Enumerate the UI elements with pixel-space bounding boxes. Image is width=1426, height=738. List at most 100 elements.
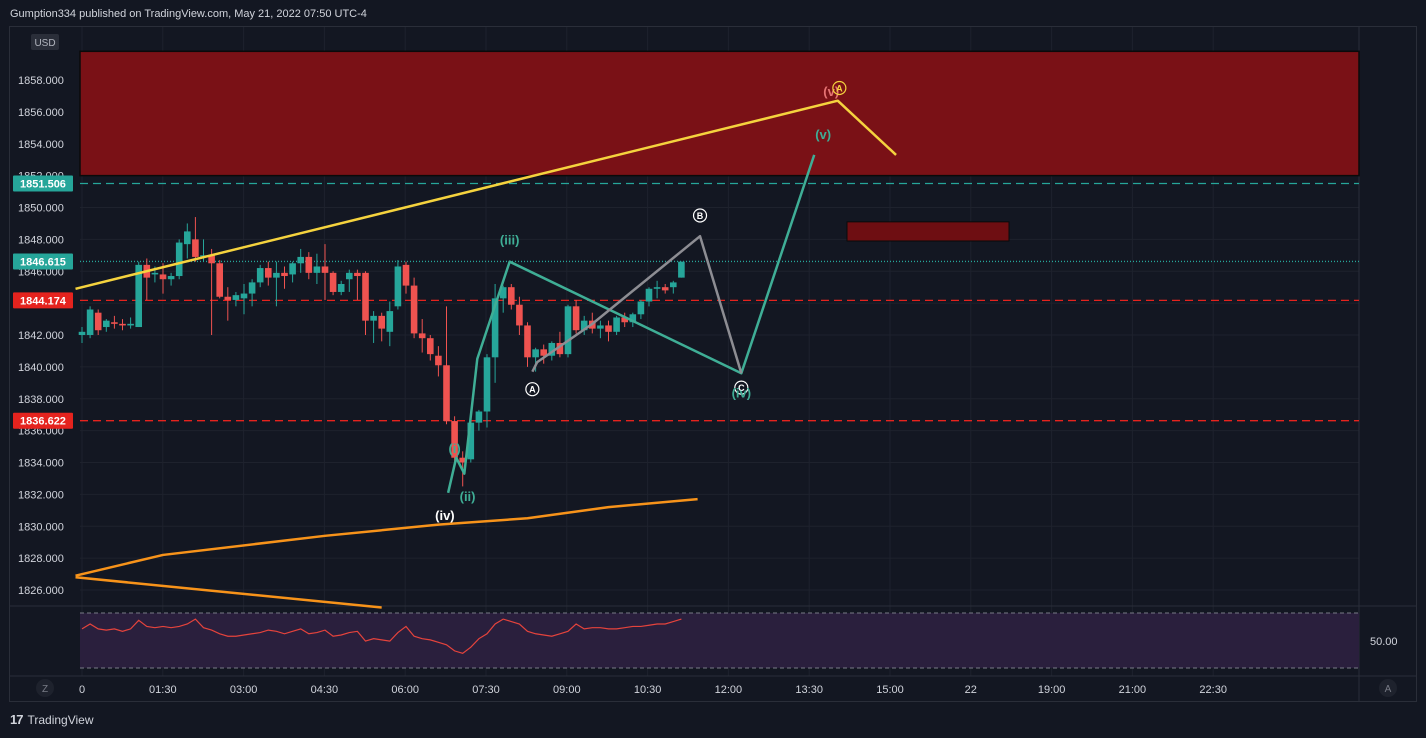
candle-body [94, 312, 102, 331]
candle-body [240, 293, 248, 299]
candle-body [580, 320, 588, 331]
tradingview-mark-icon: 17 [10, 712, 24, 727]
candle-body [394, 266, 402, 307]
auto-scale-button[interactable]: A [1385, 684, 1392, 695]
candle-body [629, 314, 637, 323]
candle-body [564, 306, 572, 355]
candle-body [354, 272, 361, 277]
candle-body [111, 322, 118, 324]
candle-body [86, 309, 94, 335]
candle-body [516, 304, 523, 326]
candle-body [443, 365, 450, 422]
price-badge [13, 175, 73, 192]
trend-line [75, 576, 382, 609]
candle-body [459, 457, 466, 463]
chart-frame [9, 26, 1417, 702]
candle-body [378, 315, 385, 329]
price-badge-label: 1846.615 [20, 256, 66, 268]
candle-body [305, 256, 313, 273]
candle-body [289, 263, 296, 275]
time-tick-label: 0 [79, 684, 85, 696]
footer [0, 704, 1426, 738]
candle-body [103, 320, 110, 328]
candle-body [653, 287, 661, 289]
wave-label-circle [525, 382, 540, 397]
candle-body [329, 272, 337, 292]
candle-body [362, 272, 369, 321]
rsi-level-label: 50.00 [1370, 636, 1398, 648]
candle-body [184, 231, 191, 245]
candle-body [216, 263, 223, 297]
candle-body [313, 266, 321, 273]
price-tick-label: 1828.000 [18, 553, 64, 565]
candle-body [605, 325, 612, 332]
rsi-line [81, 618, 682, 654]
price-tick-label: 1854.000 [18, 139, 64, 151]
candle-body [402, 264, 410, 286]
candle-body [532, 349, 539, 358]
candle-body [273, 272, 280, 278]
rsi-panel: 50.00 [80, 612, 1398, 669]
price-badge [13, 412, 73, 429]
auto-scale-button-bg[interactable] [1379, 679, 1397, 697]
time-tick-label: 03:00 [230, 684, 258, 696]
candle-body [613, 317, 620, 332]
price-tick-label: 1832.000 [18, 489, 64, 501]
currency-badge-bg[interactable] [31, 34, 59, 50]
candle-body [678, 261, 685, 278]
time-tick-label: 07:30 [472, 684, 500, 696]
candle-body [248, 282, 256, 294]
candle-body [467, 422, 475, 460]
trend-line [446, 154, 816, 494]
candle-body [540, 349, 547, 356]
tradingview-logo-text: TradingView [27, 712, 94, 727]
price-tick-label: 1856.000 [18, 107, 64, 119]
z-button[interactable]: Z [42, 684, 48, 695]
zones [79, 50, 1360, 242]
publisher-header: Gumption334 published on TradingView.com… [0, 0, 1426, 26]
candle-body [427, 338, 434, 355]
wave-label: (iii) [500, 232, 520, 247]
wave-label: (iv) [732, 385, 752, 400]
time-tick-label: 12:00 [715, 684, 743, 696]
candle-body [548, 342, 556, 356]
price-tick-label: 1842.000 [18, 330, 64, 342]
trend-line [531, 234, 743, 374]
target-zone-b [846, 221, 1010, 242]
wave-label: A [529, 385, 536, 395]
price-axis[interactable]: 1858.0001856.0001854.0001852.0001850.000… [18, 75, 64, 597]
time-tick-label: 22 [965, 684, 977, 696]
price-badge [13, 253, 73, 270]
candle-body [297, 256, 304, 264]
price-badge-label: 1844.174 [20, 295, 67, 307]
time-tick-label: 21:00 [1119, 684, 1147, 696]
time-tick-label: 06:00 [391, 684, 419, 696]
z-button-bg[interactable] [36, 679, 54, 697]
wave-label: (i) [448, 441, 460, 456]
time-tick-label: 01:30 [149, 684, 177, 696]
wave-label-circle [832, 80, 847, 96]
wave-label: (iv) [435, 508, 455, 523]
chart-controls[interactable]: USD Z A [31, 34, 1397, 697]
drawing-lines [75, 99, 897, 609]
trend-line [75, 497, 698, 577]
time-tick-label: 04:30 [311, 684, 339, 696]
wave-label: (ii) [460, 489, 476, 504]
currency-badge[interactable]: USD [34, 38, 55, 49]
candle-body [127, 323, 134, 326]
candle-body [475, 411, 483, 423]
time-tick-label: 15:00 [876, 684, 904, 696]
wave-label-circle [692, 208, 708, 223]
candle-body [370, 315, 377, 321]
candle-body [418, 333, 426, 339]
price-tick-label: 1858.000 [18, 75, 64, 87]
tradingview-logo[interactable]: 17 TradingView [10, 712, 94, 727]
time-axis[interactable]: 0 01:30 03:00 04:30 06:00 07:30 09:00 10:30 12:0… [79, 684, 1227, 696]
candle-body [597, 325, 604, 329]
candle-body [78, 331, 86, 335]
candle-body [232, 295, 240, 300]
time-tick-label: 19:00 [1038, 684, 1066, 696]
trend-line [75, 99, 897, 290]
price-tick-label: 1840.000 [18, 362, 64, 374]
chart-canvas[interactable]: (i)(ii)(iii)(iv)ABC(iv)(v)(v)A 50.00 185… [0, 0, 1426, 704]
